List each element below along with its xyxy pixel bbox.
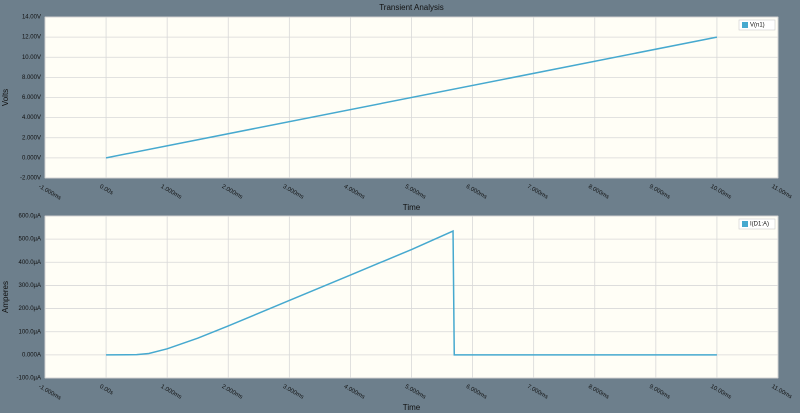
y-axis-title: Amperes [1, 281, 10, 313]
series-line [105, 36, 718, 159]
x-tick-label: 9.000ms [648, 184, 671, 201]
x-tick-label: 0.00s [98, 184, 114, 197]
x-tick-label: 1.000ms [159, 384, 182, 401]
y-tick-label: 300.0µA [19, 283, 41, 289]
series-line [106, 229, 717, 356]
x-tick-label: -1.000ms [37, 184, 62, 202]
x-tick-label: 11.00ms [770, 184, 793, 200]
x-tick-label: 5.000ms [404, 184, 427, 201]
y-tick-label: 200.0µA [19, 306, 41, 312]
legend-swatch [742, 221, 748, 227]
y-tick-label: 6.000V [22, 95, 41, 101]
x-axis-title: Time [403, 203, 421, 212]
y-tick-label: 14.00V [22, 15, 41, 21]
y-tick-label: 0.000V [22, 155, 41, 161]
y-tick-label: 12.00V [22, 35, 41, 41]
chart-title: Transient Analysis [379, 3, 444, 12]
x-tick-label: 1.000ms [159, 184, 182, 201]
y-tick-label: 500.0µA [19, 237, 41, 243]
x-tick-label: 11.00ms [770, 384, 793, 400]
legend-swatch [742, 22, 748, 28]
y-tick-label: 100.0µA [19, 329, 41, 335]
y-tick-label: 10.00V [22, 55, 41, 61]
y-tick-label: 2.000V [22, 135, 41, 141]
x-tick-label: 8.000ms [587, 384, 610, 401]
x-tick-label: 10.00ms [709, 384, 732, 401]
y-tick-label: 8.000V [22, 75, 41, 81]
y-tick-label: 400.0µA [19, 260, 41, 266]
x-tick-label: -1.000ms [37, 384, 62, 402]
x-tick-label: 6.000ms [465, 184, 488, 201]
x-tick-label: 0.00s [98, 384, 114, 397]
x-tick-label: 8.000ms [587, 184, 610, 201]
x-tick-label: 9.000ms [648, 384, 671, 401]
y-tick-label: 600.0µA [19, 214, 41, 220]
legend-box [738, 218, 776, 230]
x-tick-label: 7.000ms [526, 184, 549, 201]
y-tick-label: 0.000A [22, 352, 41, 358]
x-tick-label: 2.000ms [220, 184, 243, 201]
x-tick-label: 7.000ms [526, 384, 549, 401]
x-tick-label: 10.00ms [709, 184, 732, 201]
y-tick-label: 4.000V [22, 115, 41, 121]
y-axis-title: Volts [1, 89, 10, 106]
x-axis-title: Time [403, 403, 421, 412]
x-tick-label: 3.000ms [282, 184, 305, 201]
y-tick-label: -100.0µA [17, 376, 41, 382]
x-tick-label: 4.000ms [343, 384, 366, 401]
x-tick-label: 6.000ms [465, 384, 488, 401]
x-tick-label: 3.000ms [282, 384, 305, 401]
legend-label: V(n1) [750, 23, 765, 29]
legend-box [738, 19, 776, 31]
x-tick-label: 5.000ms [404, 384, 427, 401]
y-tick-label: -2.000V [20, 176, 41, 182]
x-tick-label: 4.000ms [343, 184, 366, 201]
legend-label: I(D1:A) [750, 222, 769, 228]
x-tick-label: 2.000ms [220, 384, 243, 401]
